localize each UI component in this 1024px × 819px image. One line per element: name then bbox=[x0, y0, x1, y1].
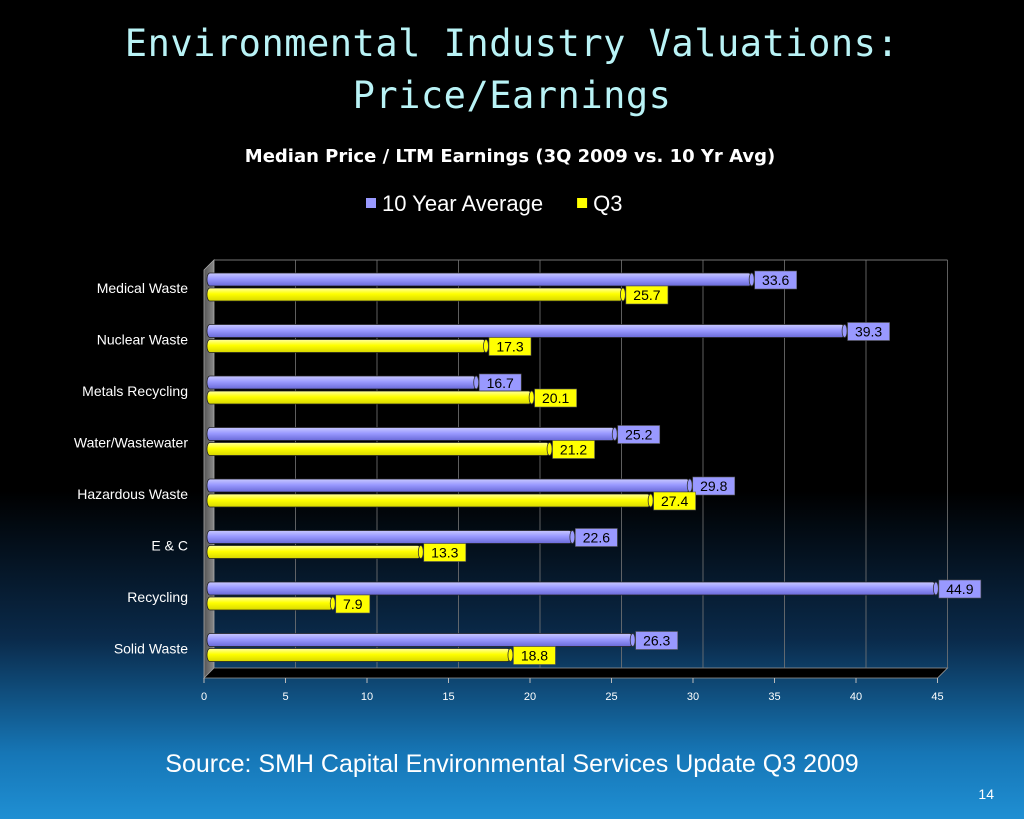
slide-title-line-2: Price/Earnings bbox=[352, 74, 672, 117]
x-tick-label: 25 bbox=[605, 691, 617, 703]
x-tick-label: 40 bbox=[850, 691, 862, 703]
data-label-box bbox=[938, 579, 982, 599]
bar-cap-10-year-average bbox=[748, 272, 755, 287]
data-label-box bbox=[847, 322, 890, 341]
bar-10-year-average-water-wastewater bbox=[206, 427, 616, 441]
bar-10-year-average-nuclear-waste bbox=[206, 324, 845, 338]
data-label: 18.8 bbox=[521, 648, 548, 664]
bar-cap-10-year-average bbox=[932, 581, 939, 596]
data-label: 29.8 bbox=[700, 478, 727, 494]
x-tick-label: 45 bbox=[931, 691, 943, 703]
slide-title: Environmental Industry Valuations: Price… bbox=[0, 18, 1024, 122]
data-label-box bbox=[635, 631, 678, 650]
data-label: 21.2 bbox=[560, 442, 587, 458]
bar-10-year-average-recycling bbox=[206, 581, 937, 596]
legend-q3-label: Q3 bbox=[593, 191, 622, 216]
bar-cap-q3 bbox=[483, 339, 489, 353]
x-tick-label: 15 bbox=[442, 691, 454, 703]
category-label: Recycling bbox=[127, 589, 188, 605]
bar-cap-10-year-average bbox=[569, 530, 576, 544]
data-label-box bbox=[575, 528, 618, 547]
category-label: Hazardous Waste bbox=[77, 486, 188, 502]
x-tick-label: 10 bbox=[361, 691, 373, 703]
data-label-box bbox=[754, 270, 797, 290]
bar-q3-recycling bbox=[206, 596, 334, 611]
bar-cap-10-year-average bbox=[611, 427, 618, 441]
category-label: Water/Wastewater bbox=[74, 435, 188, 451]
data-label-box bbox=[552, 440, 595, 459]
category-label: Solid Waste bbox=[114, 641, 188, 657]
data-label-box bbox=[625, 285, 669, 305]
bar-cap-q3 bbox=[329, 596, 336, 611]
data-label-box bbox=[513, 646, 556, 665]
data-label: 22.6 bbox=[583, 530, 610, 546]
category-label: E & C bbox=[151, 538, 188, 554]
data-label: 17.3 bbox=[496, 339, 523, 355]
data-label-box bbox=[692, 476, 736, 496]
x-tick-label: 20 bbox=[524, 691, 536, 703]
bar-10-year-average-e-c bbox=[206, 530, 573, 544]
bar-q3-hazardous-waste bbox=[206, 493, 652, 508]
bar-q3-water-wastewater bbox=[206, 442, 550, 456]
category-label: Metals Recycling bbox=[82, 383, 188, 399]
source-note: Source: SMH Capital Environmental Servic… bbox=[165, 750, 859, 778]
category-label: Nuclear Waste bbox=[97, 332, 189, 348]
bar-10-year-average-hazardous-waste bbox=[206, 478, 691, 493]
bar-10-year-average-solid-waste bbox=[206, 633, 634, 647]
chart-title: Median Price / LTM Earnings (3Q 2009 vs.… bbox=[244, 146, 776, 167]
data-label: 13.3 bbox=[431, 545, 458, 561]
bar-cap-10-year-average bbox=[841, 324, 848, 338]
data-label-box bbox=[653, 491, 696, 511]
bar-q3-medical-waste bbox=[206, 287, 624, 302]
bar-cap-q3 bbox=[507, 648, 514, 662]
bar-q3-nuclear-waste bbox=[206, 339, 487, 353]
slide-title-line-1: Environmental Industry Valuations: bbox=[124, 22, 900, 65]
bar-cap-q3 bbox=[417, 545, 424, 559]
legend-10-year-average-label: 10 Year Average bbox=[382, 191, 543, 216]
x-tick-label: 35 bbox=[768, 691, 780, 703]
chart-floor bbox=[203, 667, 949, 679]
data-label: 20.1 bbox=[542, 390, 569, 406]
data-label: 7.9 bbox=[343, 596, 363, 612]
data-label: 33.6 bbox=[762, 272, 789, 288]
data-label: 39.3 bbox=[855, 324, 882, 340]
x-tick-label: 0 bbox=[201, 691, 207, 703]
legend-10-year-average-swatch bbox=[366, 198, 376, 208]
data-label-box bbox=[335, 594, 371, 614]
bar-10-year-average-metals-recycling bbox=[206, 375, 477, 390]
bar-cap-q3 bbox=[528, 390, 535, 405]
data-label: 26.3 bbox=[643, 633, 670, 649]
data-label: 27.4 bbox=[661, 493, 688, 509]
bar-q3-solid-waste bbox=[206, 648, 511, 662]
x-tick-label: 5 bbox=[282, 691, 288, 703]
data-label-box bbox=[423, 543, 467, 562]
page-number: 14 bbox=[978, 786, 994, 802]
bar-q3-metals-recycling bbox=[206, 390, 533, 405]
x-tick-label: 30 bbox=[687, 691, 699, 703]
data-label-box bbox=[617, 425, 661, 444]
data-label: 25.2 bbox=[625, 427, 652, 443]
data-label: 25.7 bbox=[633, 287, 660, 303]
data-label: 44.9 bbox=[946, 581, 973, 597]
bar-cap-q3 bbox=[546, 442, 553, 456]
bar-cap-q3 bbox=[647, 493, 654, 508]
data-label: 16.7 bbox=[487, 375, 514, 391]
bar-10-year-average-medical-waste bbox=[206, 272, 753, 287]
bar-cap-10-year-average bbox=[629, 633, 636, 647]
category-label: Medical Waste bbox=[97, 280, 189, 296]
bar-cap-10-year-average bbox=[473, 375, 480, 390]
bar-q3-e-c bbox=[206, 545, 422, 559]
bar-cap-10-year-average bbox=[686, 478, 693, 493]
data-label-box bbox=[534, 388, 577, 408]
bar-cap-q3 bbox=[620, 287, 626, 302]
legend-q3-swatch bbox=[577, 198, 588, 208]
chart-side-wall bbox=[203, 259, 215, 679]
data-label-box bbox=[488, 337, 532, 356]
